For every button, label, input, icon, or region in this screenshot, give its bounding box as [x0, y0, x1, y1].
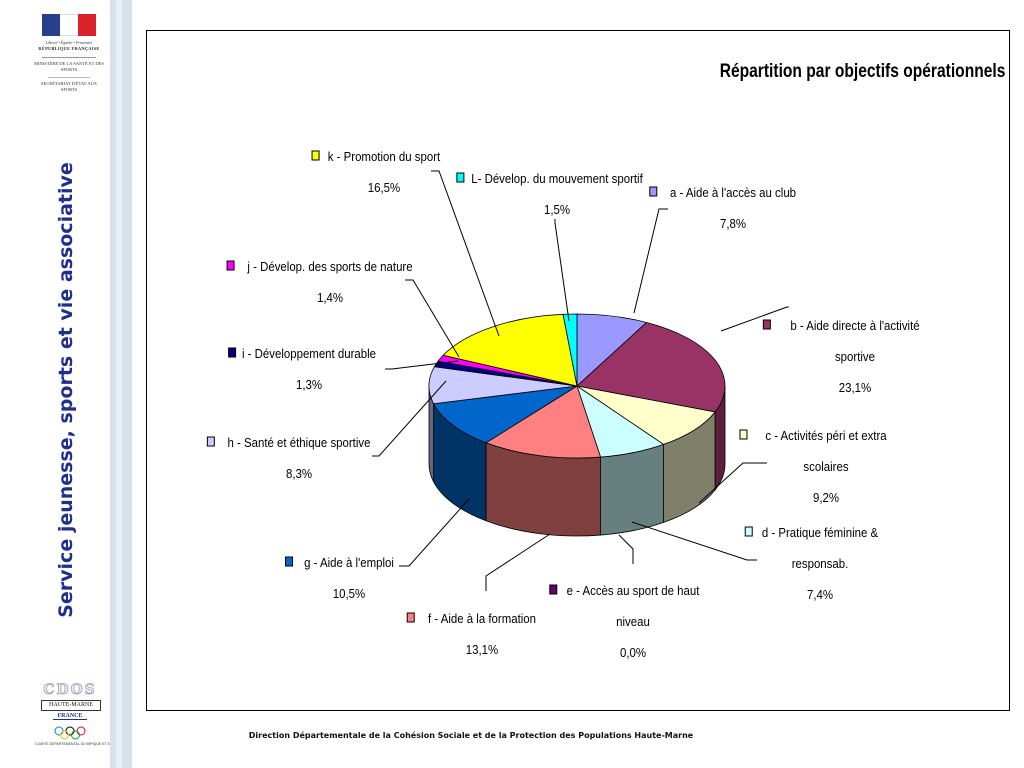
leader-line-i: [385, 360, 459, 370]
data-label-value-i: 1,3%: [296, 377, 322, 392]
flag-white-band: [60, 14, 78, 36]
leader-line-b: [720, 306, 789, 332]
cdos-logo: CDOS HAUTE-MARNE FRANCE COMITE DEPARTEME…: [35, 680, 123, 750]
pie-slice-c: [576, 385, 716, 445]
pie-slice-f: [485, 385, 602, 459]
pie-slice-k: [442, 313, 578, 387]
legend-key-j: [226, 260, 235, 271]
data-label-text-c: c - Activités péri et extra: [765, 428, 887, 443]
sidebar-vertical-title: Service jeunesse, sports et vie associat…: [55, 162, 77, 618]
leader-line-k: [431, 170, 500, 337]
legend-key-d: [744, 526, 753, 537]
data-label-text-L: L- Dévelop. du mouvement sportif: [471, 171, 643, 186]
data-label-text-e: niveau: [616, 614, 650, 629]
leader-line-a: [633, 208, 668, 314]
leader-line-f: [485, 533, 551, 591]
data-label-value-f: 13,1%: [466, 642, 499, 657]
legend-key-b: [762, 319, 771, 330]
leader-line-j: [405, 279, 460, 358]
logo-ministere: MINISTÈRE DE LA SANTÉ ET DES SPORTS: [34, 61, 104, 72]
leader-line-e: [618, 534, 634, 564]
data-label-value-e: 0,0%: [620, 645, 646, 660]
cdos-letters: CDOS: [43, 682, 97, 699]
legend-key-L: [456, 172, 465, 183]
flag-red-band: [78, 14, 96, 36]
data-label-text-d: responsab.: [792, 556, 849, 571]
data-label-text-c: scolaires: [803, 459, 848, 474]
flag-blue-band: [42, 14, 60, 36]
data-label-value-c: 9,2%: [813, 490, 839, 505]
chart-frame: Répartition par objectifs opérationnels …: [146, 30, 1010, 711]
republique-francaise-logo: Liberté • Égalité • Fraternité RÉPUBLIQU…: [34, 8, 104, 100]
data-label-value-j: 1,4%: [317, 290, 343, 305]
data-label-value-k: 16,5%: [368, 180, 401, 195]
legend-key-f: [406, 612, 415, 623]
olympic-rings-icon: [54, 726, 86, 740]
sidebar: Liberté • Égalité • Fraternité RÉPUBLIQU…: [0, 0, 123, 768]
legend-key-c: [739, 429, 748, 440]
leader-line-L: [554, 219, 570, 322]
data-label-value-b: 23,1%: [839, 380, 872, 395]
data-label-text-h: h - Santé et éthique sportive: [228, 435, 371, 450]
legend-key-e: [549, 584, 558, 595]
logo-secretariat: SECRÉTARIAT D'ÉTAT AUX SPORTS: [41, 81, 97, 92]
data-label-text-e: e - Accès au sport de haut: [567, 583, 700, 598]
data-label-text-a: a - Aide à l'accès au club: [670, 185, 796, 200]
legend-key-k: [311, 150, 320, 161]
chart-title: Répartition par objectifs opérationnels: [719, 61, 1005, 82]
leader-line-c: [698, 462, 767, 504]
data-label-text-f: f - Aide à la formation: [428, 611, 536, 626]
data-label-text-d: d - Pratique féminine &: [762, 525, 878, 540]
legend-key-i: [228, 347, 237, 358]
logo-republique: RÉPUBLIQUE FRANÇAISE: [38, 46, 100, 51]
leader-line-d: [631, 521, 757, 561]
legend-key-a: [649, 186, 658, 197]
pie-slice-b: [576, 322, 726, 413]
logo-motto: Liberté • Égalité • Fraternité: [45, 40, 93, 45]
cdos-haute-marne: HAUTE-MARNE: [41, 700, 101, 711]
data-label-text-k: k - Promotion du sport: [328, 149, 441, 164]
cdos-france: FRANCE: [53, 713, 87, 720]
pie-slice-g: [432, 385, 578, 444]
pie-slice-L: [562, 313, 578, 387]
leader-line-g: [399, 498, 470, 567]
logo-divider: [48, 77, 90, 78]
cdos-caption: COMITE DEPARTEMENTAL OLYMPIQUE ET SPORTI…: [35, 742, 123, 746]
logo-divider: [42, 57, 96, 58]
legend-key-h: [206, 436, 215, 447]
data-label-text-b: sportive: [835, 349, 875, 364]
data-label-text-g: g - Aide à l'emploi: [304, 555, 394, 570]
leader-line-h: [372, 380, 447, 457]
data-label-value-a: 7,8%: [720, 216, 746, 231]
data-label-text-b: b - Aide directe à l'activité: [790, 318, 919, 333]
data-label-text-j: j - Dévelop. des sports de nature: [246, 259, 412, 274]
data-label-value-h: 8,3%: [286, 466, 312, 481]
footer-text: Direction Départementale de la Cohésion …: [248, 731, 694, 740]
data-label-value-d: 7,4%: [807, 587, 833, 602]
data-label-value-L: 1,5%: [544, 202, 570, 217]
data-label-text-i: i - Développement durable: [242, 346, 376, 361]
legend-key-g: [284, 556, 293, 567]
data-label-value-g: 10,5%: [333, 586, 366, 601]
sidebar-right-strip-inner: [116, 0, 122, 768]
pie-side-d: [600, 443, 664, 536]
pie-chart: a - Aide à l'accès au club 7,8% b - Aide d…: [206, 149, 920, 660]
